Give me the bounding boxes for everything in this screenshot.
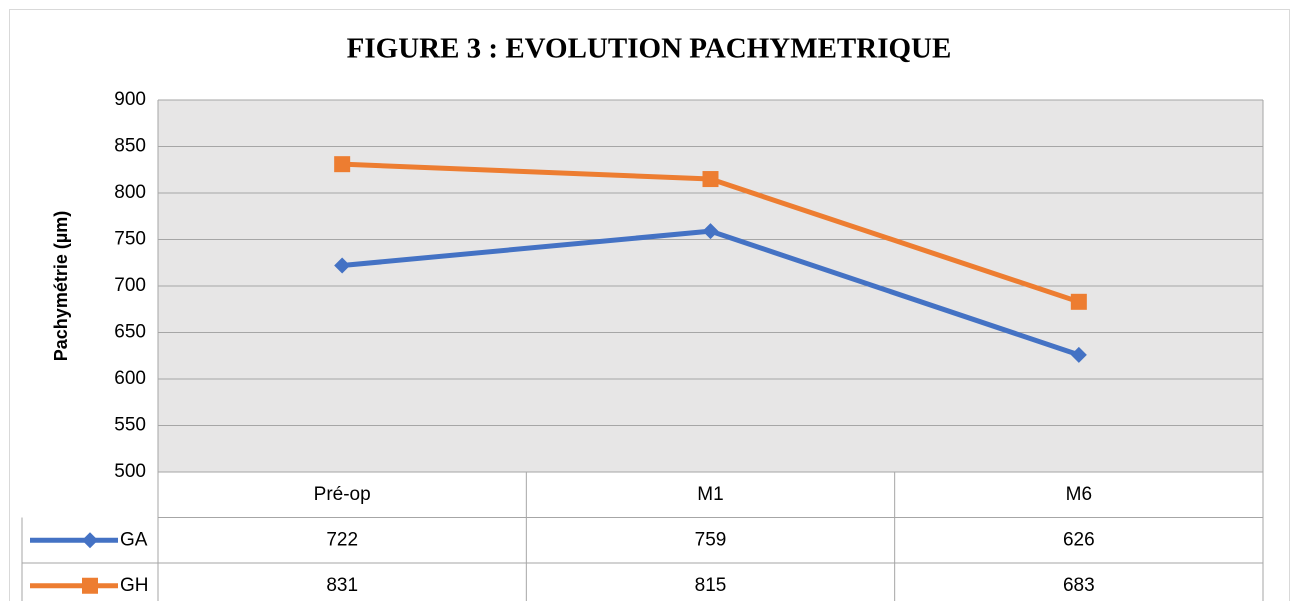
x-tick-label: M6 <box>1066 484 1092 505</box>
x-tick-label: Pré-op <box>314 484 371 505</box>
marker <box>334 257 351 274</box>
y-tick-label: 800 <box>114 182 146 203</box>
y-tick-label: 900 <box>114 89 146 110</box>
legend-marker <box>82 532 98 549</box>
x-tick-label: M1 <box>697 484 723 505</box>
legend-label: GA <box>120 529 148 550</box>
y-tick-label: 750 <box>114 229 146 250</box>
y-tick-label: 700 <box>114 275 146 296</box>
chart-title: FIGURE 3 : EVOLUTION PACHYMETRIQUE <box>347 33 952 65</box>
y-axis-label: Pachymétrie (µm) <box>51 211 71 361</box>
y-tick-label: 500 <box>114 461 146 482</box>
table-value: 722 <box>326 529 358 550</box>
table-value: 831 <box>326 575 358 596</box>
y-tick-label: 650 <box>114 322 146 343</box>
table-value: 683 <box>1063 575 1095 596</box>
y-tick-label: 850 <box>114 136 146 157</box>
table-value: 759 <box>695 529 727 550</box>
table-value: 815 <box>695 575 727 596</box>
legend-marker <box>82 577 98 594</box>
marker <box>1070 346 1087 363</box>
y-tick-label: 600 <box>114 368 146 389</box>
marker <box>334 156 351 173</box>
marker <box>1070 293 1087 310</box>
legend-label: GH <box>120 575 149 596</box>
y-tick-label: 550 <box>114 415 146 436</box>
table-value: 626 <box>1063 529 1095 550</box>
marker <box>702 223 719 240</box>
marker <box>702 171 719 188</box>
